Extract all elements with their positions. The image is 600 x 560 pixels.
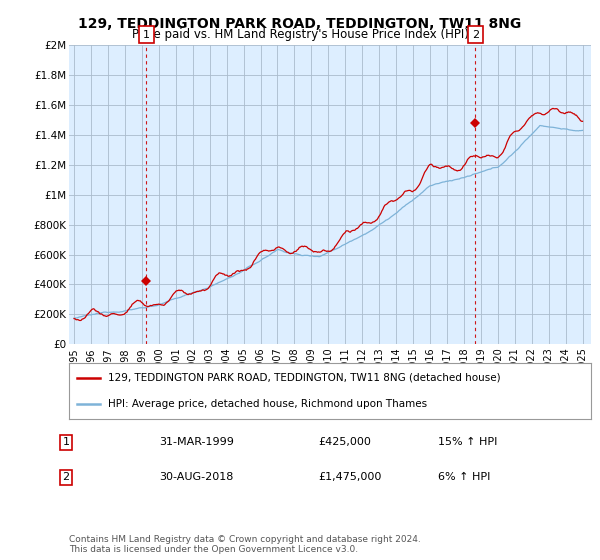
Text: 129, TEDDINGTON PARK ROAD, TEDDINGTON, TW11 8NG: 129, TEDDINGTON PARK ROAD, TEDDINGTON, T… bbox=[79, 17, 521, 31]
Text: HPI: Average price, detached house, Richmond upon Thames: HPI: Average price, detached house, Rich… bbox=[108, 399, 427, 409]
Text: 15% ↑ HPI: 15% ↑ HPI bbox=[438, 437, 497, 447]
Text: 1: 1 bbox=[62, 437, 70, 447]
Text: 6% ↑ HPI: 6% ↑ HPI bbox=[438, 472, 490, 482]
Text: Contains HM Land Registry data © Crown copyright and database right 2024.
This d: Contains HM Land Registry data © Crown c… bbox=[69, 535, 421, 554]
Text: £425,000: £425,000 bbox=[318, 437, 371, 447]
Text: 2: 2 bbox=[62, 472, 70, 482]
Text: 129, TEDDINGTON PARK ROAD, TEDDINGTON, TW11 8NG (detached house): 129, TEDDINGTON PARK ROAD, TEDDINGTON, T… bbox=[108, 373, 501, 383]
Text: £1,475,000: £1,475,000 bbox=[318, 472, 382, 482]
Text: 30-AUG-2018: 30-AUG-2018 bbox=[159, 472, 233, 482]
Text: 31-MAR-1999: 31-MAR-1999 bbox=[159, 437, 234, 447]
Text: 2: 2 bbox=[472, 30, 479, 40]
Text: 1: 1 bbox=[143, 30, 149, 40]
Text: Price paid vs. HM Land Registry's House Price Index (HPI): Price paid vs. HM Land Registry's House … bbox=[131, 28, 469, 41]
